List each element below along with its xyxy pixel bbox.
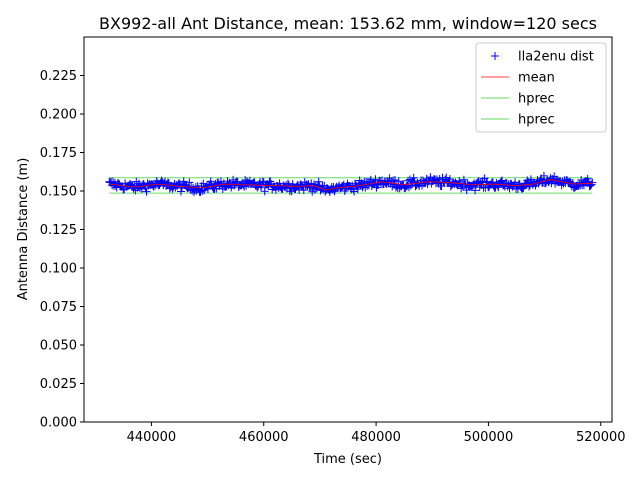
- data-point: [588, 178, 597, 187]
- data-point: [388, 182, 397, 191]
- data-point: [502, 179, 511, 188]
- data-point: [459, 175, 468, 184]
- mean-line: [109, 179, 593, 191]
- data-point: [391, 175, 400, 184]
- data-point: [175, 179, 184, 188]
- data-point: [523, 176, 532, 185]
- data-point: [179, 177, 188, 186]
- y-tick-label: 0.200: [40, 108, 77, 123]
- chart-title: BX992-all Ant Distance, mean: 153.62 mm,…: [99, 14, 597, 33]
- data-point: [299, 186, 308, 195]
- data-point: [260, 187, 269, 196]
- data-point: [206, 177, 215, 186]
- y-tick-label: 0.050: [40, 339, 77, 354]
- y-tick-label: 0.100: [40, 262, 77, 277]
- x-tick-label: 440000: [127, 430, 177, 445]
- data-point: [457, 184, 466, 193]
- x-axis: 440000 460000 480000 500000 520000: [127, 422, 626, 445]
- data-point: [445, 175, 454, 184]
- data-point: [314, 177, 323, 186]
- x-tick-label: 500000: [464, 430, 514, 445]
- data-point: [539, 171, 548, 180]
- data-point: [391, 183, 400, 192]
- legend-label: hprec: [518, 113, 555, 128]
- y-tick-label: 0.125: [40, 223, 77, 238]
- x-tick-label: 460000: [239, 430, 289, 445]
- lla2enu-dist-markers: [105, 171, 597, 197]
- legend-label: hprec: [518, 92, 555, 107]
- data-point: [371, 175, 380, 184]
- data-point: [419, 179, 428, 188]
- data-point: [126, 180, 135, 189]
- y-tick-label: 0.025: [40, 377, 77, 392]
- data-point: [442, 173, 451, 182]
- data-point: [511, 178, 520, 187]
- data-point: [142, 187, 151, 196]
- data-point: [185, 178, 194, 187]
- legend: lla2enu dist mean hprec hprec: [475, 42, 607, 133]
- data-point: [587, 180, 596, 189]
- y-tick-label: 0.000: [40, 416, 77, 431]
- y-axis-label: Antenna Distance (m): [16, 158, 31, 301]
- data-point: [196, 187, 205, 196]
- y-tick-label: 0.075: [40, 300, 77, 315]
- data-point: [550, 172, 559, 181]
- data-point: [310, 185, 319, 194]
- plot-content: [105, 171, 597, 197]
- x-axis-label: Time (sec): [313, 452, 382, 467]
- data-point: [488, 178, 497, 187]
- data-point: [176, 187, 185, 196]
- x-tick-label: 480000: [351, 430, 401, 445]
- data-point: [526, 175, 535, 184]
- data-point: [471, 186, 480, 195]
- y-axis: 0.000 0.025 0.050 0.075 0.100 0.125 0.150 0.175…: [40, 69, 84, 431]
- y-tick-label: 0.150: [40, 185, 77, 200]
- data-point: [462, 186, 471, 195]
- data-point: [240, 182, 249, 191]
- legend-box: [475, 42, 607, 133]
- data-point: [409, 173, 418, 182]
- legend-marker-plus: [491, 52, 499, 60]
- legend-label: mean: [518, 71, 555, 86]
- x-tick-label: 520000: [576, 430, 626, 445]
- y-tick-label: 0.225: [40, 69, 77, 84]
- y-tick-label: 0.175: [40, 146, 77, 161]
- legend-label: lla2enu dist: [518, 50, 594, 65]
